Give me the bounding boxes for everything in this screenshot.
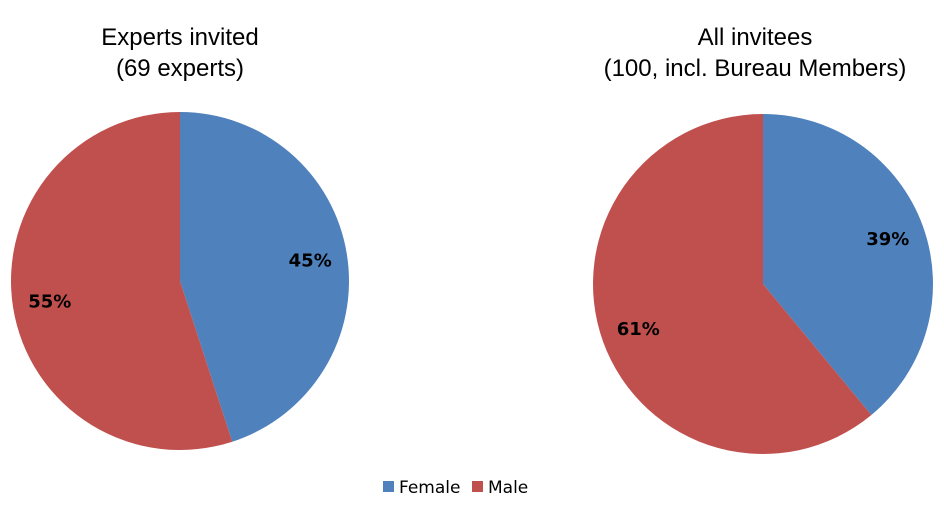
legend-swatch-female — [383, 481, 394, 492]
data-label-female: 39% — [866, 229, 909, 250]
legend: Female Male — [383, 478, 528, 498]
data-label-male: 55% — [28, 292, 71, 313]
legend-label-female: Female — [399, 478, 460, 498]
legend-swatch-male — [472, 481, 483, 492]
data-label-male: 61% — [617, 319, 660, 340]
pie-slice-female — [180, 112, 349, 442]
pie-chart-1: Experts invited (69 experts) 45% 55% — [10, 24, 349, 450]
chart-title-line: All invitees — [698, 24, 813, 51]
pie-chart-2: All invitees (100, incl. Bureau Members) 3… — [593, 24, 934, 454]
chart-title-line: (69 experts) — [116, 55, 244, 82]
data-label-female: 45% — [289, 250, 332, 271]
pie-slice-male — [10, 112, 233, 450]
chart-title-line: (100, incl. Bureau Members) — [604, 55, 907, 82]
chart-title-line: Experts invited — [101, 24, 258, 51]
pie-slice-male — [593, 114, 872, 454]
pie-slice-female — [763, 114, 934, 415]
legend-label-male: Male — [488, 478, 528, 498]
